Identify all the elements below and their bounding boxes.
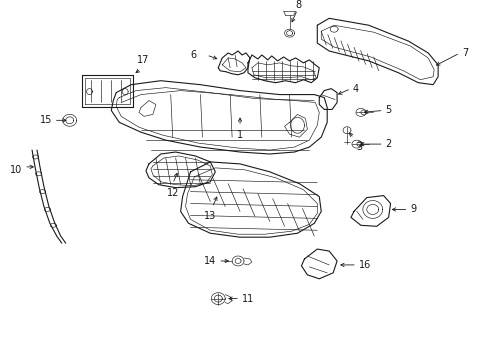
Text: 1: 1 [237, 130, 243, 140]
Text: 12: 12 [166, 188, 179, 198]
Text: 4: 4 [352, 84, 358, 94]
Text: 7: 7 [461, 48, 467, 58]
Text: 17: 17 [137, 55, 149, 65]
Text: 8: 8 [295, 0, 301, 10]
Text: 6: 6 [190, 50, 196, 60]
Text: 9: 9 [409, 204, 416, 215]
Text: 15: 15 [40, 115, 52, 125]
Text: 2: 2 [385, 139, 391, 149]
Text: 16: 16 [358, 260, 370, 270]
Text: 3: 3 [355, 142, 361, 152]
Text: 10: 10 [10, 165, 22, 175]
Text: 14: 14 [203, 256, 216, 266]
Text: 13: 13 [204, 211, 216, 221]
Text: 5: 5 [385, 105, 391, 116]
Text: 11: 11 [242, 294, 254, 303]
